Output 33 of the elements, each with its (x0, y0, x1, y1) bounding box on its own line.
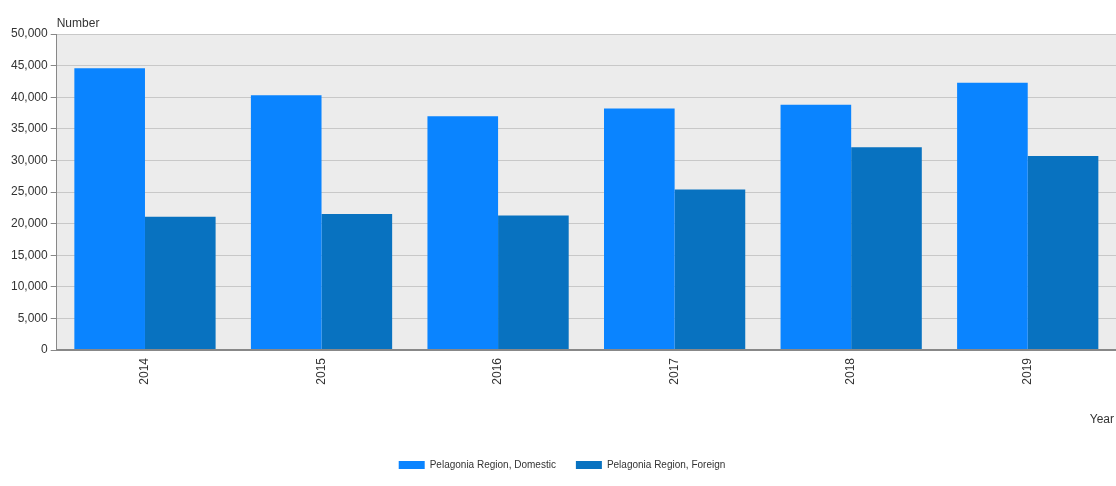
bar (144, 216, 216, 350)
bar (427, 116, 499, 350)
y-tick-label: 35,000 (11, 121, 49, 136)
bar (851, 147, 922, 350)
y-tick-label: 25,000 (11, 184, 49, 199)
y-tick-label: 40,000 (11, 89, 49, 104)
y-tick-label: 20,000 (11, 215, 49, 230)
x-tick-label: 2017 (666, 357, 681, 385)
x-tick-label: 2016 (490, 357, 505, 385)
bar (674, 189, 746, 350)
bar (780, 104, 852, 350)
y-tick-label: 45,000 (11, 57, 49, 72)
bar (74, 68, 145, 350)
x-tick-label: 2014 (137, 357, 152, 385)
x-tick-label: 2015 (313, 357, 328, 385)
bar (1027, 155, 1099, 350)
y-tick-label: 10,000 (11, 279, 49, 294)
y-tick-label: 0 (41, 342, 49, 357)
bar (250, 95, 322, 350)
legend-label: Pelagonia Region, Domestic (429, 458, 556, 470)
x-axis-title: Year (1089, 412, 1114, 427)
y-tick-label: 5,000 (17, 310, 49, 325)
bar (321, 214, 393, 350)
x-tick-label: 2019 (1020, 357, 1035, 385)
y-tick-label: 15,000 (11, 247, 49, 262)
y-axis-title: Number (56, 16, 100, 31)
y-tick-label: 50,000 (11, 26, 49, 41)
bar (957, 82, 1028, 350)
legend-label: Pelagonia Region, Foreign (606, 458, 726, 470)
bar (604, 108, 675, 350)
y-tick-label: 30,000 (11, 152, 49, 167)
x-tick-label: 2018 (843, 357, 858, 385)
bar (498, 215, 569, 350)
